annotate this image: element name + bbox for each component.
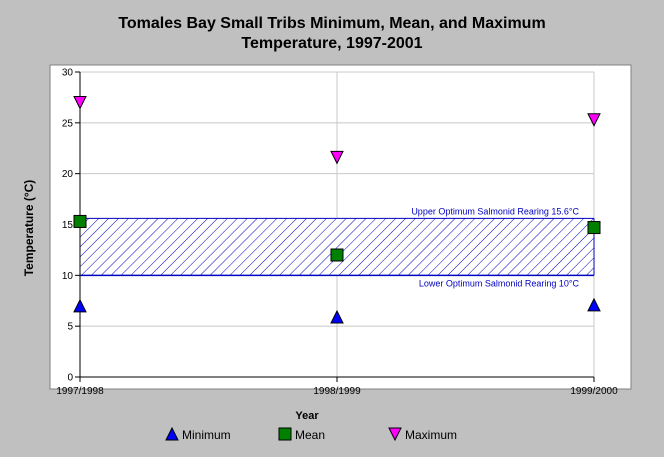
x-tick-label: 1997/1998 bbox=[56, 386, 104, 397]
y-tick-label: 30 bbox=[62, 68, 74, 79]
chart-title: Tomales Bay Small Tribs Minimum, Mean, a… bbox=[0, 14, 664, 54]
maximum-point bbox=[587, 113, 601, 127]
maximum-point bbox=[73, 96, 87, 110]
band-upper-label: Upper Optimum Salmonid Rearing 15.6°C bbox=[411, 206, 579, 216]
minimum-point bbox=[73, 298, 87, 313]
y-tick-label: 15 bbox=[62, 220, 74, 231]
band-lower-label: Lower Optimum Salmonid Rearing 10°C bbox=[419, 278, 580, 288]
legend-mean-marker bbox=[278, 427, 292, 441]
legend-mean-label: Mean bbox=[295, 428, 325, 442]
minimum-point bbox=[330, 309, 344, 324]
band-hatch bbox=[80, 218, 594, 276]
salmonid-rearing-band: Upper Optimum Salmonid Rearing 15.6°C Low… bbox=[80, 206, 595, 288]
mean-point bbox=[587, 221, 601, 235]
mean-point bbox=[330, 248, 344, 262]
legend-maximum-marker bbox=[388, 427, 402, 442]
chart-title-line-2: Temperature, 1997-2001 bbox=[241, 35, 423, 52]
y-tick-label: 20 bbox=[62, 169, 74, 180]
y-axis-label: Temperature (°C) bbox=[22, 180, 36, 277]
maximum-point bbox=[330, 150, 344, 165]
data-marks bbox=[73, 96, 601, 324]
x-tick-label: 1998/1999 bbox=[313, 386, 361, 397]
x-tick-label: 1999/2000 bbox=[570, 386, 618, 397]
minimum-point bbox=[587, 297, 601, 312]
y-tick-label: 0 bbox=[67, 373, 73, 384]
legend-minimum-label: Minimum bbox=[182, 428, 231, 442]
y-tick-label: 5 bbox=[67, 322, 73, 333]
y-tick-label: 10 bbox=[62, 271, 74, 282]
x-axis-label: Year bbox=[295, 410, 319, 422]
chart-title-line-1: Tomales Bay Small Tribs Minimum, Mean, a… bbox=[118, 15, 546, 32]
legend-maximum-label: Maximum bbox=[405, 428, 457, 442]
axes: 0 5 10 15 20 25 30 1997/1998 1998/1999 1999/2000 bbox=[56, 68, 618, 398]
legend-minimum-marker bbox=[165, 426, 179, 441]
y-tick-label: 25 bbox=[62, 118, 74, 129]
mean-point bbox=[73, 214, 87, 228]
legend: Minimum Mean Maximum bbox=[165, 426, 457, 442]
